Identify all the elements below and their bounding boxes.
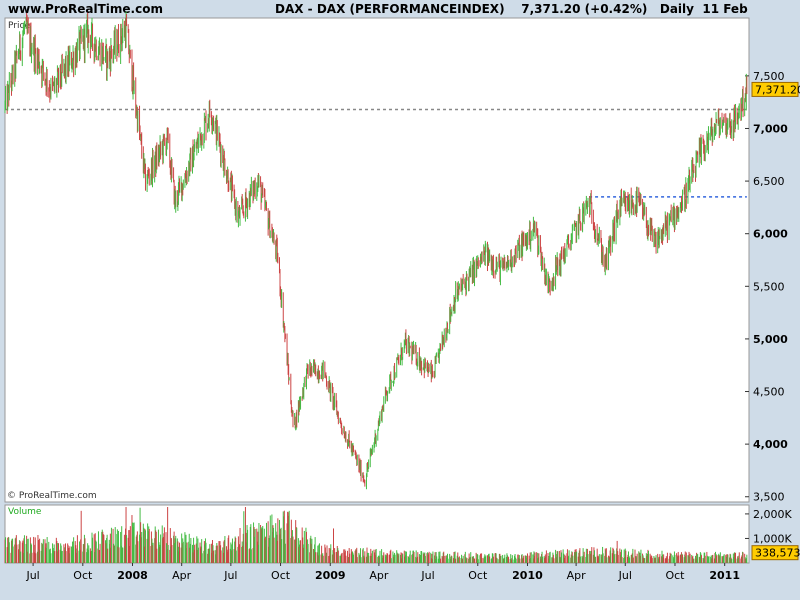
- last-price-value: 7,371.20: [521, 2, 581, 16]
- price-tick-label: 4,000: [753, 438, 788, 451]
- price-tick-label: 6,000: [753, 228, 788, 241]
- x-tick-label: Apr: [172, 569, 192, 582]
- price-tick-label: 7,500: [753, 70, 785, 83]
- x-tick-label: 2008: [117, 569, 148, 582]
- volume-y-axis: 1,000K 2,000K: [745, 508, 792, 545]
- price-tick-label: 7,000: [753, 122, 788, 135]
- volume-panel-label: Volume: [8, 507, 42, 517]
- volume-tick-label: 1,000K: [753, 532, 792, 545]
- x-tick-label: Jul: [25, 569, 39, 582]
- last-price-tag-text: 7,371.20: [755, 83, 800, 96]
- chart-header: www.ProRealTime.com DAX - DAX (PERFORMAN…: [0, 0, 800, 18]
- x-tick-label: Jul: [618, 569, 632, 582]
- price-panel-label: Price: [8, 21, 30, 31]
- x-tick-label: 2009: [315, 569, 346, 582]
- price-change: (+0.42%): [584, 2, 648, 16]
- x-tick-label: Oct: [271, 569, 291, 582]
- price-y-axis: 3,500 4,000 4,500 5,000 5,500 6,000 6,500 7,000…: [745, 70, 788, 504]
- instrument-name: DAX - DAX (PERFORMANCEINDEX): [275, 2, 505, 16]
- x-tick-label: Oct: [468, 569, 488, 582]
- value-tags: 7,371.20 338,573: [751, 81, 800, 561]
- x-tick-label: Jul: [420, 569, 434, 582]
- site-url[interactable]: www.ProRealTime.com: [8, 2, 163, 16]
- last-volume-tag-text: 338,573: [755, 547, 800, 560]
- x-tick-label: 2011: [709, 569, 740, 582]
- x-axis: Jul Oct 2008 Apr Jul Oct 2009 Apr Jul Oct 2010 Apr J…: [25, 563, 740, 582]
- x-tick-label: Jul: [223, 569, 237, 582]
- copyright-label: © ProRealTime.com: [7, 491, 97, 501]
- x-tick-label: 2010: [512, 569, 543, 582]
- price-tick-label: 5,500: [753, 280, 785, 293]
- last-price-tag-box: [751, 81, 799, 97]
- price-tick-label: 5,000: [753, 333, 788, 346]
- last-volume-tag-box: [751, 545, 799, 561]
- x-tick-label: Apr: [567, 569, 587, 582]
- price-tick-label: 3,500: [753, 491, 785, 504]
- volume-bars: [4, 507, 748, 563]
- price-panel[interactable]: [4, 17, 750, 503]
- price-tick-label: 6,500: [753, 175, 785, 188]
- date-label: 11 Feb: [702, 2, 748, 16]
- instrument-title: DAX - DAX (PERFORMANCEINDEX) 7,371.20 (+…: [275, 2, 748, 16]
- x-tick-label: Oct: [665, 569, 685, 582]
- x-tick-label: Apr: [369, 569, 389, 582]
- horizontal-lines: [5, 108, 747, 198]
- price-candles: [4, 11, 748, 490]
- volume-tick-label: 2,000K: [753, 508, 792, 521]
- period-label: Daily: [659, 2, 694, 16]
- price-tick-label: 4,500: [753, 386, 785, 399]
- x-tick-label: Oct: [73, 569, 93, 582]
